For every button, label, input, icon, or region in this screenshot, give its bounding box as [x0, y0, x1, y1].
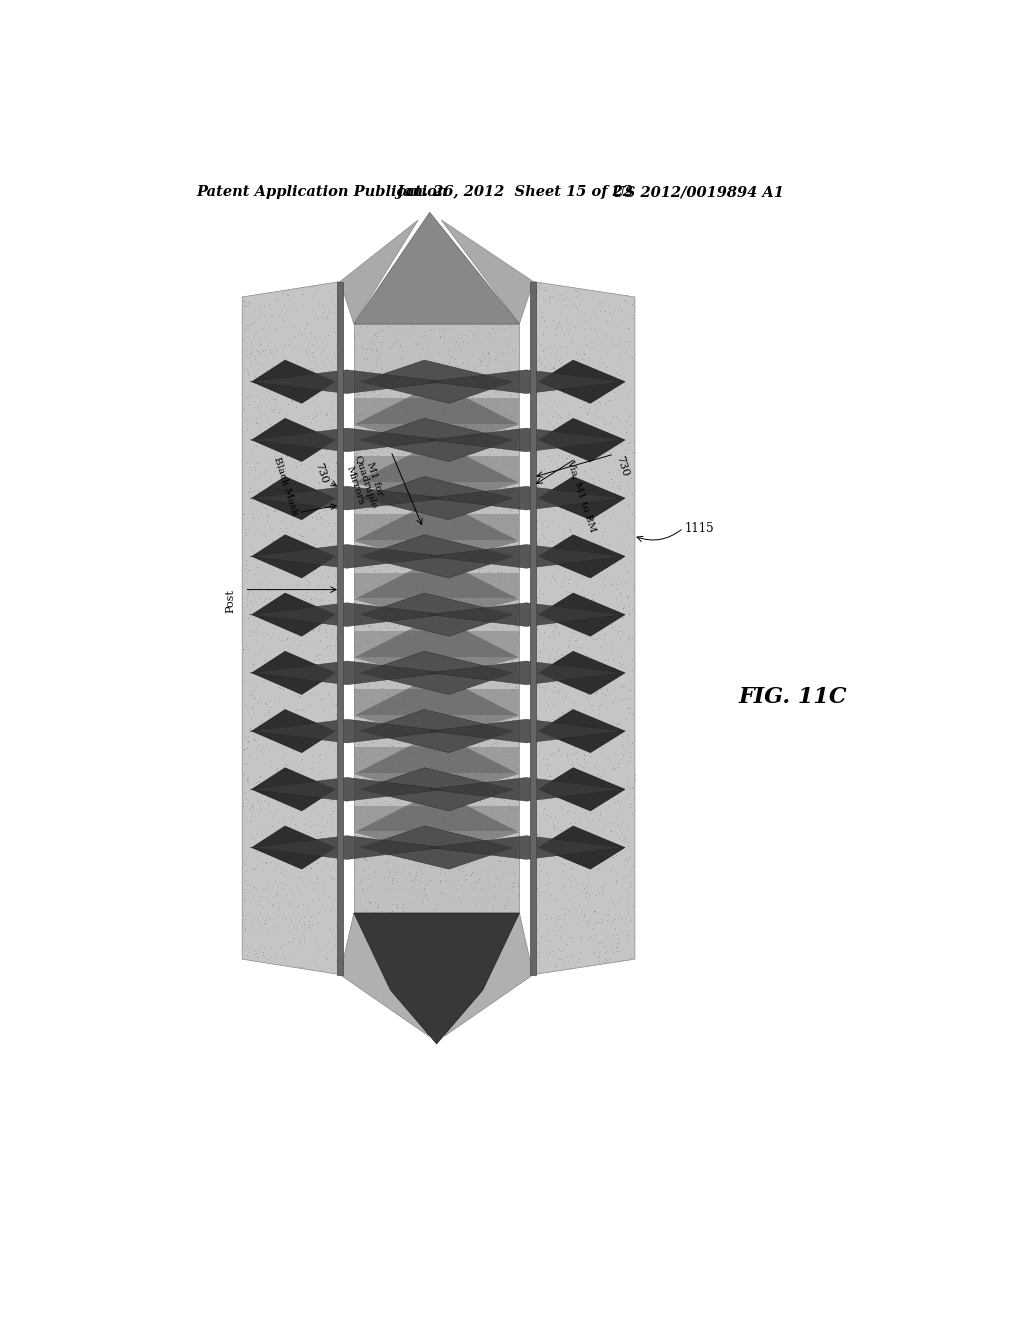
Polygon shape [360, 477, 513, 520]
Polygon shape [250, 486, 444, 510]
Polygon shape [429, 603, 624, 627]
Text: Via, M1 to BM: Via, M1 to BM [565, 459, 597, 533]
Polygon shape [429, 486, 624, 510]
Polygon shape [354, 689, 519, 715]
Polygon shape [354, 399, 519, 424]
Polygon shape [252, 477, 335, 520]
Polygon shape [250, 428, 444, 451]
Polygon shape [354, 631, 519, 656]
Polygon shape [354, 441, 519, 506]
Polygon shape [354, 383, 519, 447]
Text: Post: Post [225, 589, 236, 612]
Polygon shape [530, 281, 537, 974]
Polygon shape [360, 593, 513, 636]
Polygon shape [250, 719, 444, 743]
Polygon shape [539, 477, 625, 520]
Polygon shape [360, 535, 513, 578]
Polygon shape [252, 768, 335, 810]
Polygon shape [340, 913, 429, 1036]
Text: FIG. 11C: FIG. 11C [739, 686, 848, 709]
Text: US 2012/0019894 A1: US 2012/0019894 A1 [611, 185, 783, 199]
Polygon shape [354, 805, 519, 832]
Polygon shape [429, 777, 624, 801]
Polygon shape [250, 370, 444, 393]
Polygon shape [539, 535, 625, 578]
Polygon shape [354, 213, 519, 323]
Polygon shape [360, 651, 513, 694]
Polygon shape [429, 719, 624, 743]
Polygon shape [340, 220, 418, 323]
Text: 730: 730 [613, 454, 630, 478]
Polygon shape [539, 768, 625, 810]
Polygon shape [337, 281, 343, 974]
Polygon shape [354, 515, 519, 540]
Polygon shape [354, 557, 519, 622]
Polygon shape [252, 360, 335, 404]
Polygon shape [441, 220, 534, 323]
Polygon shape [250, 777, 444, 801]
Polygon shape [354, 791, 519, 855]
Polygon shape [250, 661, 444, 685]
Polygon shape [250, 545, 444, 568]
Polygon shape [360, 360, 513, 404]
Polygon shape [354, 675, 519, 738]
Polygon shape [539, 593, 625, 636]
Polygon shape [354, 499, 519, 564]
Polygon shape [354, 573, 519, 598]
Text: Patent Application Publication: Patent Application Publication [196, 185, 447, 199]
Polygon shape [354, 616, 519, 680]
Polygon shape [360, 710, 513, 752]
Polygon shape [429, 661, 624, 685]
Polygon shape [354, 747, 519, 774]
Text: Jan. 26, 2012  Sheet 15 of 22: Jan. 26, 2012 Sheet 15 of 22 [396, 185, 633, 199]
Polygon shape [252, 651, 335, 694]
Polygon shape [252, 710, 335, 752]
Polygon shape [354, 323, 519, 913]
Polygon shape [354, 733, 519, 796]
Polygon shape [354, 913, 519, 1044]
Polygon shape [539, 710, 625, 752]
Polygon shape [539, 651, 625, 694]
Polygon shape [429, 370, 624, 393]
Polygon shape [250, 603, 444, 627]
Text: 730: 730 [313, 462, 330, 484]
Text: Black Mask: Black Mask [272, 455, 300, 516]
Polygon shape [250, 836, 444, 859]
Polygon shape [252, 418, 335, 462]
Polygon shape [534, 281, 635, 974]
Polygon shape [429, 428, 624, 451]
Polygon shape [360, 826, 513, 869]
Polygon shape [360, 418, 513, 462]
Polygon shape [360, 768, 513, 810]
Polygon shape [354, 457, 519, 482]
Text: M1 for
Quadruple
Mirrors: M1 for Quadruple Mirrors [343, 451, 388, 513]
Polygon shape [243, 281, 340, 974]
Polygon shape [429, 545, 624, 568]
Polygon shape [252, 535, 335, 578]
Text: 1115: 1115 [685, 521, 715, 535]
Polygon shape [429, 836, 624, 859]
Polygon shape [252, 593, 335, 636]
Polygon shape [444, 913, 534, 1036]
Polygon shape [252, 826, 335, 869]
Polygon shape [539, 418, 625, 462]
Polygon shape [539, 826, 625, 869]
Polygon shape [539, 360, 625, 404]
